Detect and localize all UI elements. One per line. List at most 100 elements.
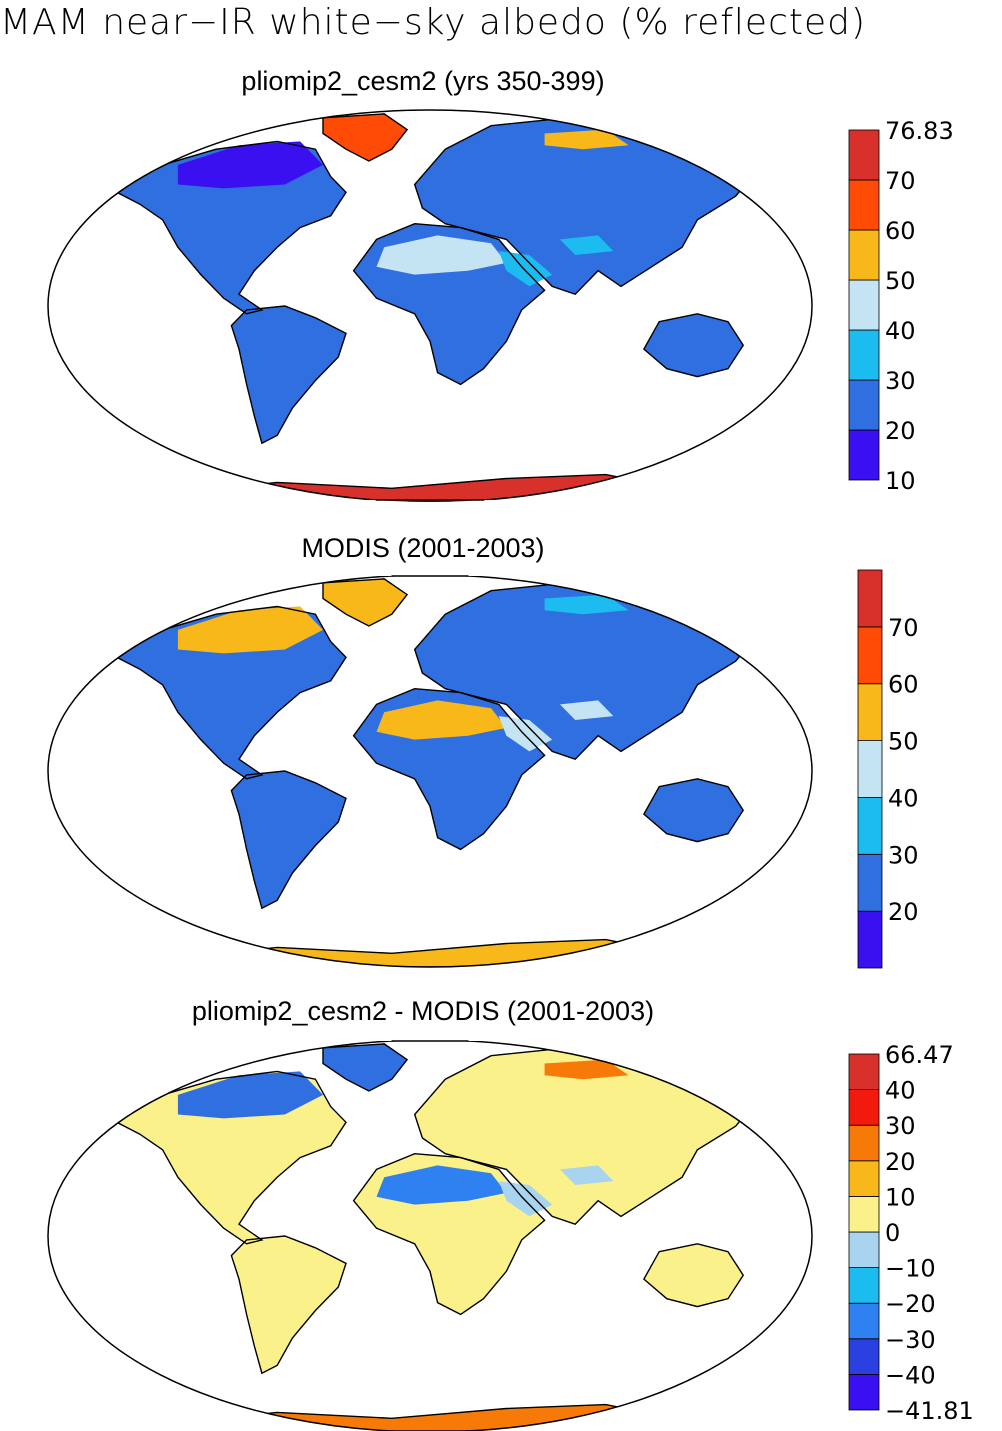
region-sahara xyxy=(376,1165,507,1205)
region-arabia xyxy=(498,1181,553,1217)
coastline-south-america xyxy=(230,1235,347,1375)
panel-2-title: MODIS (2001-2003) xyxy=(301,533,545,563)
coastline-australia xyxy=(643,778,745,843)
colorbar-swatch xyxy=(848,1338,880,1375)
panel-2-colorbar: 20 30 40 50 60 70 xyxy=(857,569,919,969)
colorbar-swatch xyxy=(848,279,880,331)
colorbar-swatch xyxy=(857,683,883,742)
colorbar-swatch xyxy=(857,626,883,685)
colorbar-label: 50 xyxy=(888,728,919,756)
region-south-america xyxy=(231,1236,346,1374)
colorbar-swatch xyxy=(857,853,883,912)
coastline-africa xyxy=(352,222,546,386)
colorbar-label: 76.83 xyxy=(885,117,954,145)
colorbar-swatch xyxy=(848,1231,880,1268)
colorbar-label: 30 xyxy=(885,367,916,395)
colorbar-swatch xyxy=(857,740,883,798)
colorbar-swatch xyxy=(848,1302,880,1340)
region-siberia-patch xyxy=(544,594,629,615)
coastline-south-america xyxy=(230,305,347,445)
region-eurasia xyxy=(414,117,759,295)
region-greenland xyxy=(323,578,408,626)
region-tibet xyxy=(559,700,614,720)
colorbar-label: 50 xyxy=(885,267,916,295)
colorbar-label: −10 xyxy=(885,1255,936,1283)
colorbar-label: 10 xyxy=(885,467,916,495)
panel-1-colorbar: 10 20 30 40 50 60 70 76.83 xyxy=(848,117,954,495)
colorbar-swatch xyxy=(848,1124,880,1162)
region-greenland xyxy=(323,1043,408,1091)
panel-3-title: pliomip2_cesm2 - MODIS (2001-2003) xyxy=(191,996,655,1026)
colorbar-label: 30 xyxy=(885,1112,916,1140)
coastline-australia xyxy=(643,1243,745,1308)
map-frame xyxy=(47,1041,813,1431)
colorbar-swatch xyxy=(848,1160,880,1197)
map-frame xyxy=(47,109,813,500)
panel-1-title: pliomip2_cesm2 (yrs 350-399) xyxy=(241,66,605,96)
colorbar-swatch xyxy=(848,379,880,431)
region-tibet xyxy=(559,1165,614,1185)
region-siberia-patch xyxy=(544,129,629,150)
figure-title: MAM near−IR white−sky albedo (% reflecte… xyxy=(0,2,867,43)
map-frame xyxy=(47,576,813,968)
colorbar-swatch xyxy=(848,179,880,231)
region-australia xyxy=(643,778,744,842)
colorbar-swatch xyxy=(848,1374,880,1411)
region-australia xyxy=(643,313,744,377)
coastline-greenland xyxy=(322,1043,409,1092)
colorbar-label: 40 xyxy=(885,317,916,345)
region-siberia-patch xyxy=(544,1059,629,1080)
region-arabia xyxy=(498,716,553,752)
region-eurasia xyxy=(414,582,759,760)
colorbar-swatch xyxy=(857,910,883,969)
region-north-america xyxy=(116,606,346,779)
colorbar-label: 20 xyxy=(885,417,916,445)
region-high-canada xyxy=(177,1071,323,1119)
panel-3-map xyxy=(47,1040,813,1431)
panel-2-map xyxy=(47,575,813,968)
region-australia xyxy=(643,1243,744,1307)
colorbar-swatch xyxy=(848,329,880,381)
colorbar-label: 60 xyxy=(888,671,919,699)
panel-3-colorbar: −41.81 −40 −30 −20 −10 0 10 20 30 40 66.47 xyxy=(848,1041,974,1425)
region-south-america xyxy=(231,771,346,909)
region-eurasia xyxy=(414,1047,759,1225)
colorbar-swatch xyxy=(848,229,880,281)
colorbar-swatch xyxy=(848,1089,880,1126)
region-south-america xyxy=(231,306,346,444)
region-arabia xyxy=(498,251,553,287)
colorbar-swatch xyxy=(848,1267,880,1304)
coastline-north-america xyxy=(115,1070,347,1245)
coastline-north-america xyxy=(115,605,347,780)
colorbar-label: −30 xyxy=(885,1326,936,1354)
region-high-canada xyxy=(177,606,323,654)
coastline-africa xyxy=(352,687,546,851)
colorbar-label: 60 xyxy=(885,217,916,245)
colorbar-swatch xyxy=(848,1053,880,1090)
region-north-america xyxy=(116,1071,346,1244)
colorbar-label: 30 xyxy=(888,841,919,869)
colorbar-swatch xyxy=(848,429,880,481)
coastline-greenland xyxy=(322,113,409,162)
panel-1-map xyxy=(47,109,813,502)
colorbar-label: 40 xyxy=(888,784,919,812)
colorbar-swatch xyxy=(857,797,883,855)
colorbar-label: −40 xyxy=(885,1361,936,1389)
coastline-greenland xyxy=(322,578,409,627)
colorbar-swatch xyxy=(857,569,883,628)
colorbar-label: 70 xyxy=(888,614,919,642)
colorbar-label: −41.81 xyxy=(885,1397,974,1425)
coastline-africa xyxy=(352,1152,546,1316)
region-sahara xyxy=(376,700,507,740)
coastline-australia xyxy=(643,313,745,378)
colorbar-label: 70 xyxy=(885,167,916,195)
colorbar-label: −20 xyxy=(885,1290,936,1318)
colorbar-label: 0 xyxy=(885,1219,900,1247)
region-sahara xyxy=(376,235,507,275)
colorbar-label: 20 xyxy=(888,898,919,926)
colorbar-label: 10 xyxy=(885,1183,916,1211)
region-tibet xyxy=(559,235,614,255)
colorbar-swatch xyxy=(848,129,880,181)
coastline-south-america xyxy=(230,770,347,910)
